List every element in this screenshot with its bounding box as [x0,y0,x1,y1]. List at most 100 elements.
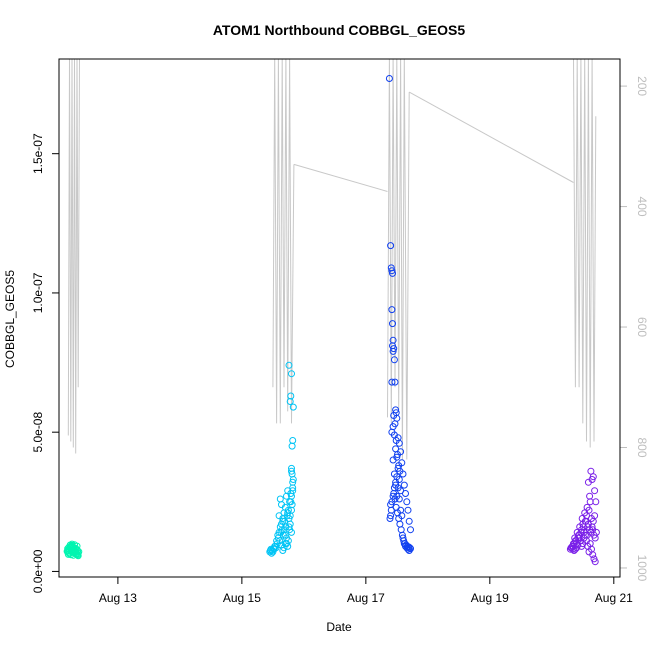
data-point [288,467,295,475]
data-point [284,537,292,545]
data-point [283,492,290,500]
x-tick-label: Aug 15 [223,591,261,605]
data-point [589,473,597,481]
data-point [394,451,401,458]
data-point [586,492,594,500]
data-point [276,495,284,503]
plot-frame [58,58,621,578]
data-point [400,481,408,489]
data-point [407,526,414,534]
data-point [591,558,599,566]
y-axis-label: COBBGL_GEOS5 [3,270,17,368]
pressure-trace-segment-5 [573,59,597,448]
y-tick-label: 1.5e-07 [31,133,45,174]
data-point [404,506,412,514]
data-point [386,515,394,522]
data-point [405,517,413,525]
data-point [395,476,403,483]
data-point [289,478,297,486]
data-point [289,487,297,495]
data-point [71,541,78,549]
data-point [391,420,399,428]
data-point [393,492,401,500]
data-point [403,498,411,506]
data-point [397,526,405,534]
chart-title: ATOM1 Northbound COBBGL_GEOS5 [213,22,465,38]
data-point [406,544,414,552]
data-point [390,412,398,419]
x-axis-label: Date [326,620,352,634]
data-point [391,378,399,386]
data-point [289,403,297,411]
right-axis-tick-label: 600 [635,317,649,337]
data-point [74,547,82,554]
data-point [392,445,400,453]
data-point [285,361,293,369]
data-point [591,487,599,495]
data-point [405,547,413,554]
data-point [390,356,398,364]
data-point [275,512,283,520]
data-point [389,320,396,328]
data-point [405,543,413,551]
right-axis-tick-label: 1000 [635,555,649,582]
x-tick-label: Aug 13 [99,591,137,605]
data-point [569,545,577,553]
right-axis-tick-label: 800 [635,437,649,457]
data-point [278,501,285,509]
data-point [396,520,404,528]
data-point [288,442,296,450]
data-point [278,541,285,549]
pressure-trace-segment-3 [387,59,410,460]
data-point [388,378,396,386]
right-axis-tick-label: 200 [635,76,649,96]
data-point [279,517,287,525]
data-point [584,520,592,528]
pressure-trace [67,59,597,460]
x-tick-label: Aug 17 [347,591,385,605]
data-point [387,501,395,509]
pressure-trace-segment-1 [272,59,295,424]
pressure-trace-segment-2 [293,163,388,192]
x-tick-label: Aug 19 [471,591,509,605]
data-point [397,487,405,495]
data-point [385,75,393,82]
data-point [288,506,295,514]
data-point [74,552,82,560]
data-point [287,392,295,400]
data-point [286,526,294,534]
data-point [591,512,599,520]
data-point [583,531,591,539]
data-point [592,498,600,506]
pressure-trace-segment-0 [67,59,80,454]
data-point [392,481,400,489]
pressure-trace-segment-4 [408,91,574,183]
data-point [389,342,396,350]
y-tick-label: 5.0e-08 [31,412,45,453]
data-point [396,467,404,475]
y-tick-label: 1.0e-07 [31,272,45,313]
data-point [287,498,295,506]
data-point [288,470,296,478]
data-point [387,242,395,250]
data-point [289,437,297,444]
data-points [63,75,600,566]
data-point [571,545,579,553]
data-point [390,470,398,478]
data-point [392,437,400,444]
right-axis-tick-label: 400 [635,197,649,217]
y-tick-label: 0.0e+00 [31,549,45,593]
data-point [288,370,295,378]
data-point [389,456,397,464]
data-point [567,544,575,552]
data-point [388,267,396,275]
data-point [388,306,396,314]
data-point [584,478,592,486]
x-tick-label: Aug 21 [595,591,633,605]
data-point [266,547,274,554]
data-point [389,269,396,277]
data-point [583,503,591,511]
data-point [72,545,80,553]
data-point [575,534,583,542]
